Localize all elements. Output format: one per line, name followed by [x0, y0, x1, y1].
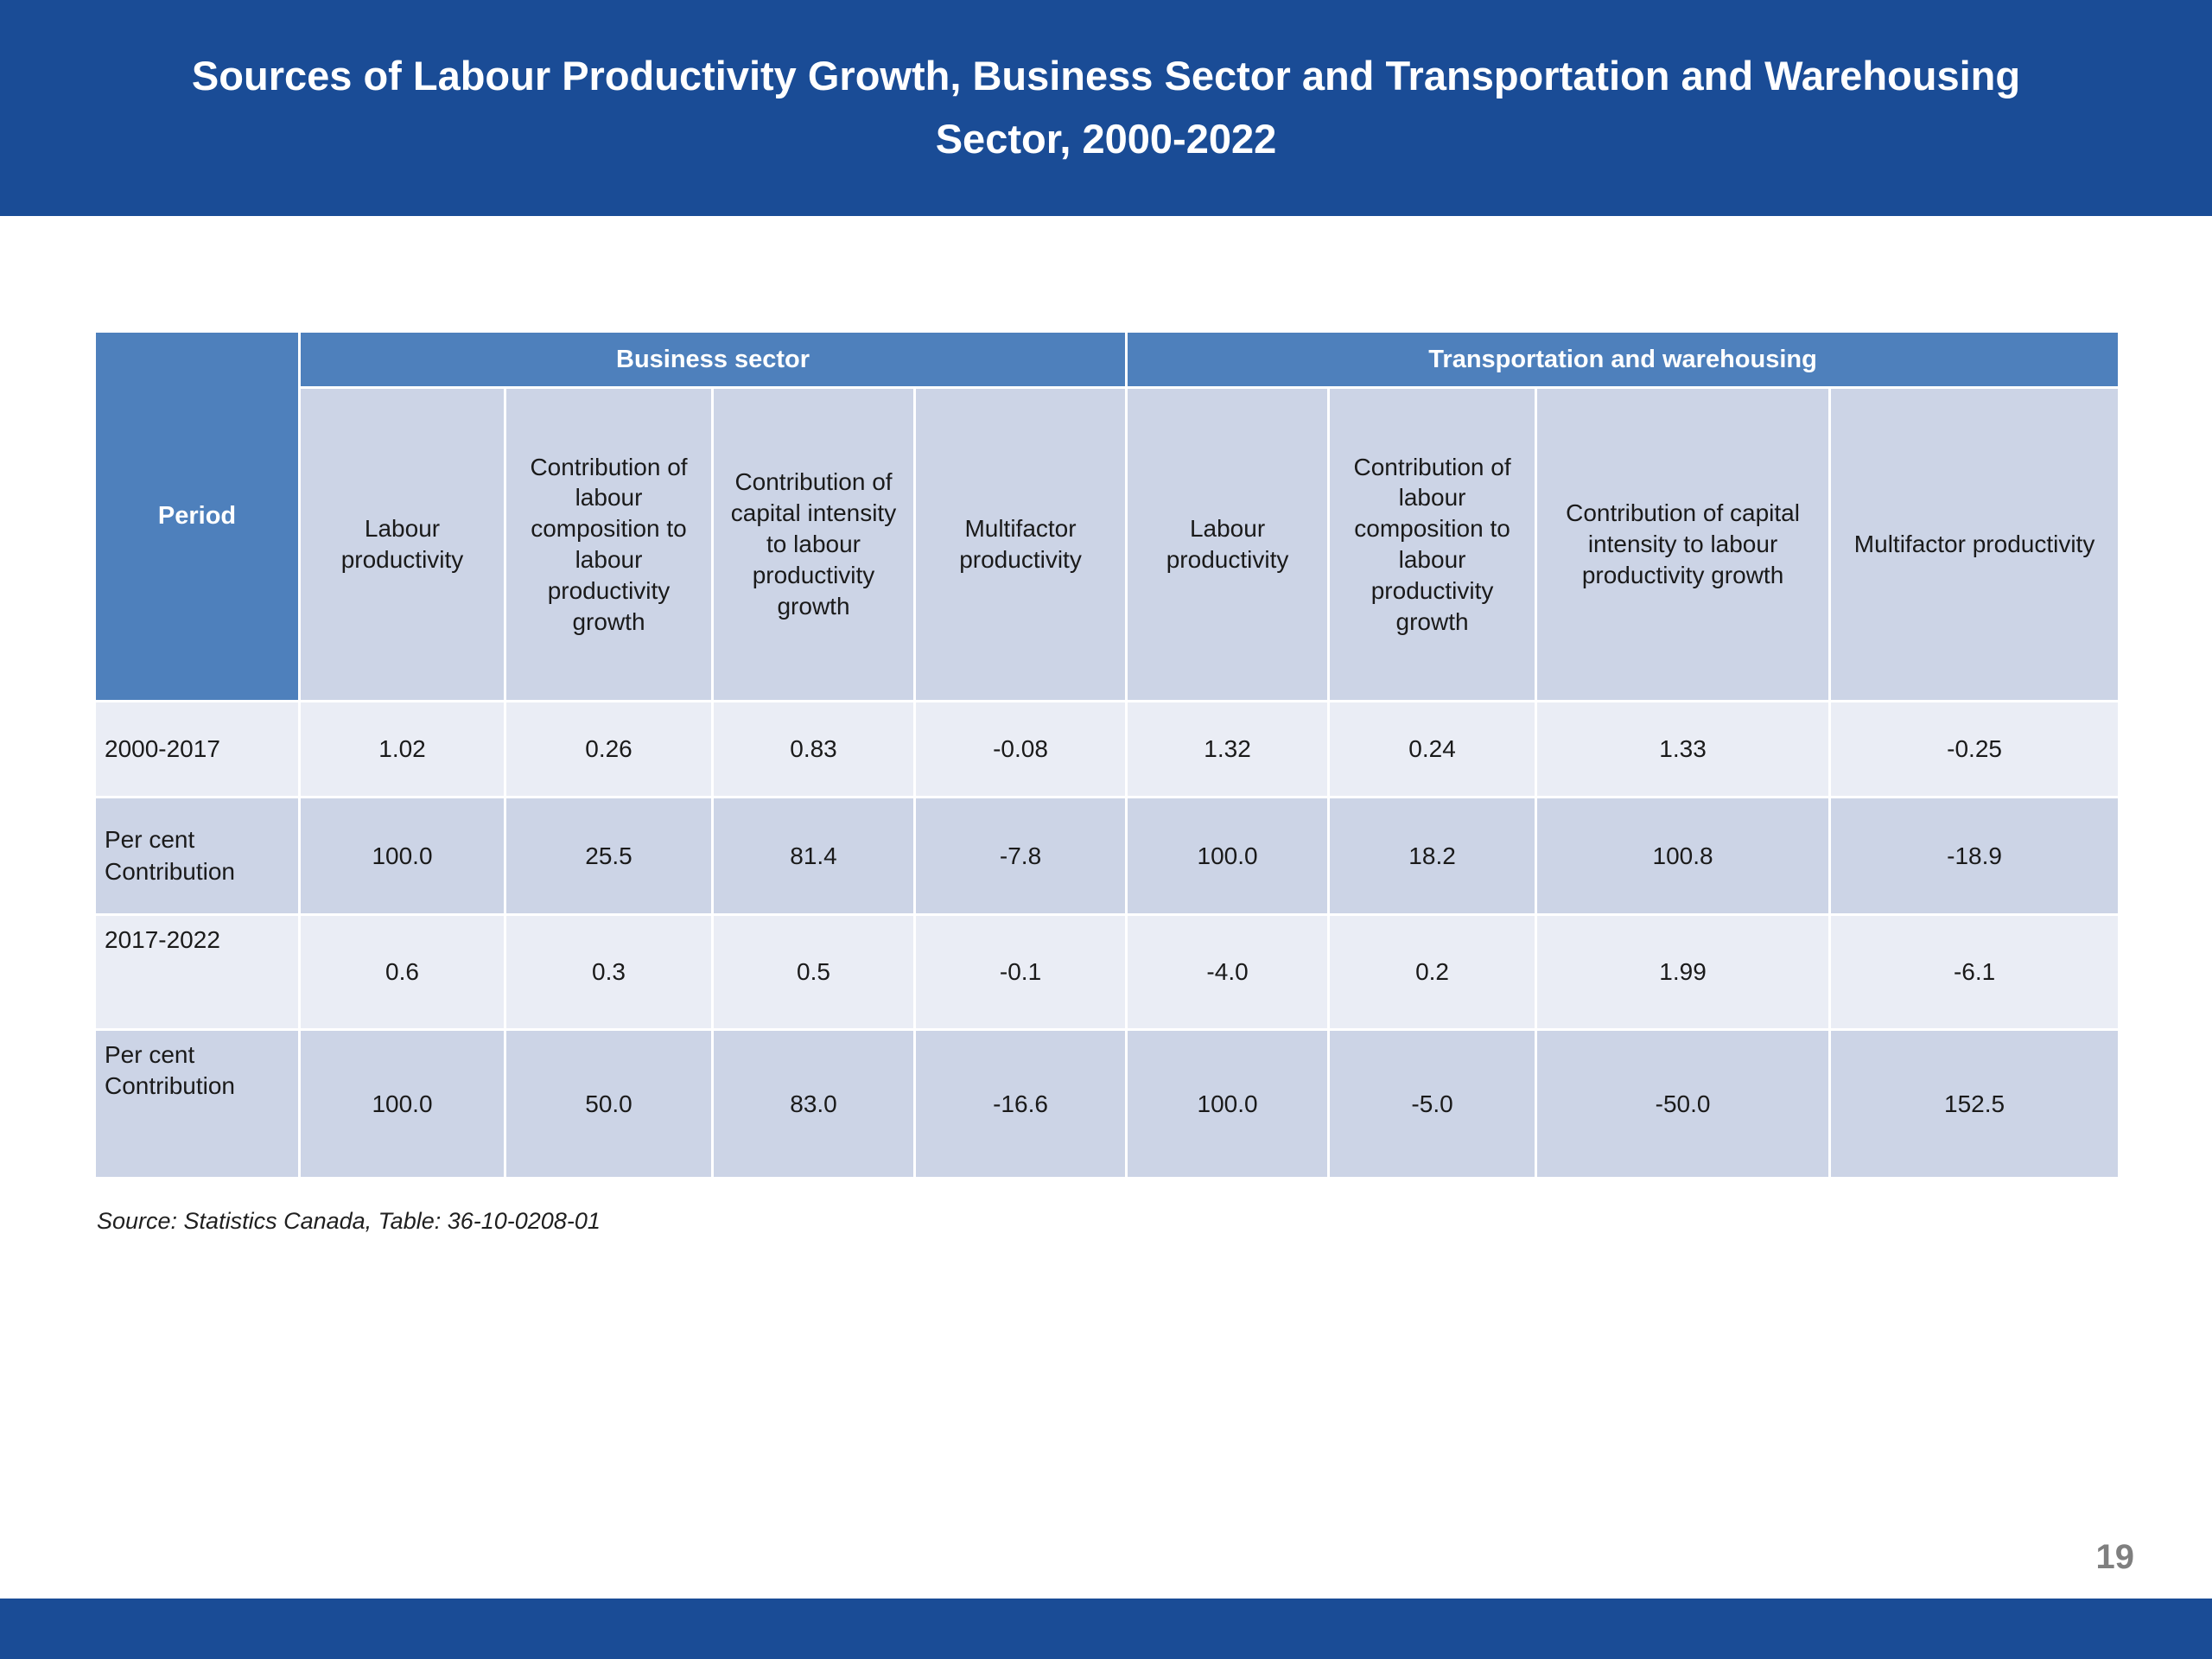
row-label: 2017-2022 [93, 913, 301, 1031]
value-cell: 1.33 [1535, 700, 1832, 798]
table-row: 2000-2017 1.02 0.26 0.83 -0.08 1.32 0.24… [93, 700, 2121, 798]
table-row: Per cent Contribution 100.0 50.0 83.0 -1… [93, 1028, 2121, 1179]
table-row: Per cent Contribution 100.0 25.5 81.4 -7… [93, 796, 2121, 916]
column-header: Contribution of capital intensity to lab… [711, 386, 916, 702]
value-cell: -6.1 [1828, 913, 2121, 1031]
column-header: Multifactor productivity [912, 386, 1128, 702]
value-cell: 0.26 [504, 700, 714, 798]
value-cell: 83.0 [711, 1028, 916, 1179]
value-cell: 18.2 [1327, 796, 1538, 916]
value-cell: 1.32 [1125, 700, 1331, 798]
page-number: 19 [2095, 1538, 2135, 1576]
value-cell: 25.5 [504, 796, 714, 916]
bottom-bar [0, 1599, 2212, 1659]
value-cell: -50.0 [1535, 1028, 1832, 1179]
value-cell: 100.8 [1535, 796, 1832, 916]
column-header: Contribution of labour composition to la… [1327, 386, 1538, 702]
column-header: Labour productivity [298, 386, 506, 702]
value-cell: 0.2 [1327, 913, 1538, 1031]
value-cell: 100.0 [1125, 796, 1331, 916]
value-cell: 100.0 [1125, 1028, 1331, 1179]
value-cell: 0.5 [711, 913, 916, 1031]
row-label: Per cent Contribution [93, 1028, 301, 1179]
column-header: Contribution of capital intensity to lab… [1535, 386, 1832, 702]
slide-title-line-2: Sector, 2000-2022 [935, 116, 1277, 162]
value-cell: -0.25 [1828, 700, 2121, 798]
column-header: Multifactor productivity [1828, 386, 2121, 702]
row-label: Per cent Contribution [93, 796, 301, 916]
value-cell: -0.1 [912, 913, 1128, 1031]
value-cell: 0.6 [298, 913, 506, 1031]
value-cell: 152.5 [1828, 1028, 2121, 1179]
source-citation: Source: Statistics Canada, Table: 36-10-… [97, 1208, 601, 1234]
group-header-transportation-warehousing: Transportation and warehousing [1125, 330, 2121, 389]
value-cell: 50.0 [504, 1028, 714, 1179]
column-header: Contribution of labour composition to la… [504, 386, 714, 702]
title-banner: Sources of Labour Productivity Growth, B… [0, 0, 2212, 216]
period-column-header: Period [93, 330, 301, 702]
productivity-table: Period Business sector Transportation an… [93, 330, 2121, 1179]
row-label: 2000-2017 [93, 700, 301, 798]
value-cell: -5.0 [1327, 1028, 1538, 1179]
slide-title-line-1: Sources of Labour Productivity Growth, B… [191, 53, 2021, 99]
value-cell: 0.24 [1327, 700, 1538, 798]
value-cell: -18.9 [1828, 796, 2121, 916]
value-cell: -4.0 [1125, 913, 1331, 1031]
table-row: 2017-2022 0.6 0.3 0.5 -0.1 -4.0 0.2 1.99… [93, 913, 2121, 1031]
value-cell: -0.08 [912, 700, 1128, 798]
value-cell: 1.02 [298, 700, 506, 798]
value-cell: 81.4 [711, 796, 916, 916]
value-cell: 100.0 [298, 796, 506, 916]
value-cell: 0.3 [504, 913, 714, 1031]
value-cell: 1.99 [1535, 913, 1832, 1031]
value-cell: -16.6 [912, 1028, 1128, 1179]
productivity-table-container: Period Business sector Transportation an… [93, 330, 2121, 1179]
group-header-business-sector: Business sector [297, 330, 1128, 389]
value-cell: 0.83 [711, 700, 916, 798]
column-header: Labour productivity [1125, 386, 1331, 702]
value-cell: 100.0 [298, 1028, 506, 1179]
value-cell: -7.8 [912, 796, 1128, 916]
